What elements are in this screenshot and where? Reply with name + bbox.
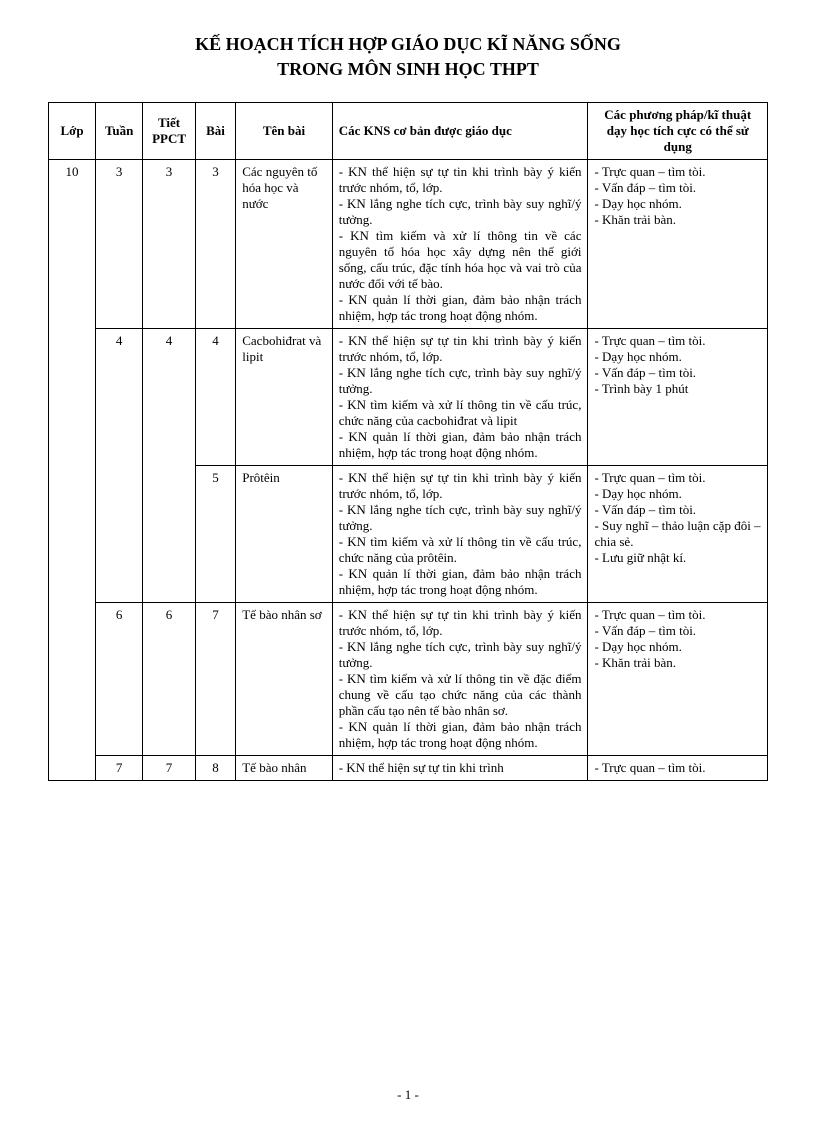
cell-ten: Tế bào nhân sơ xyxy=(236,603,332,756)
cell-tiet: 4 xyxy=(143,329,196,603)
cell-bai: 8 xyxy=(195,756,235,781)
header-ten: Tên bài xyxy=(236,103,332,160)
table-row: 6 6 7 Tế bào nhân sơ - KN thể hiện sự tự… xyxy=(49,603,768,756)
header-kns: Các KNS cơ bản được giáo dục xyxy=(332,103,588,160)
cell-bai: 3 xyxy=(195,160,235,329)
cell-pp: - Trực quan – tìm tòi.- Vấn đáp – tìm tò… xyxy=(588,603,768,756)
header-tiet: Tiết PPCT xyxy=(143,103,196,160)
header-tuan: Tuần xyxy=(96,103,143,160)
cell-bai: 4 xyxy=(195,329,235,466)
table-header-row: Lớp Tuần Tiết PPCT Bài Tên bài Các KNS c… xyxy=(49,103,768,160)
title-line-1: KẾ HOẠCH TÍCH HỢP GIÁO DỤC KĨ NĂNG SỐNG xyxy=(195,34,621,54)
cell-tiet: 7 xyxy=(143,756,196,781)
cell-tuan: 6 xyxy=(96,603,143,756)
cell-bai: 7 xyxy=(195,603,235,756)
table-row: 7 7 8 Tế bào nhân - KN thể hiện sự tự ti… xyxy=(49,756,768,781)
cell-ten: Prôtêin xyxy=(236,466,332,603)
cell-kns: - KN thể hiện sự tự tin khi trình bày ý … xyxy=(332,160,588,329)
cell-pp: - Trực quan – tìm tòi. xyxy=(588,756,768,781)
cell-kns: - KN thể hiện sự tự tin khi trình bày ý … xyxy=(332,466,588,603)
cell-ten: Tế bào nhân xyxy=(236,756,332,781)
cell-tiet: 6 xyxy=(143,603,196,756)
cell-kns: - KN thể hiện sự tự tin khi trình bày ý … xyxy=(332,603,588,756)
cell-tiet: 3 xyxy=(143,160,196,329)
cell-ten: Cacbohiđrat và lipit xyxy=(236,329,332,466)
cell-tuan: 3 xyxy=(96,160,143,329)
cell-kns: - KN thể hiện sự tự tin khi trình bày ý … xyxy=(332,329,588,466)
page-number: - 1 - xyxy=(0,1087,816,1103)
cell-tuan: 7 xyxy=(96,756,143,781)
cell-lop: 10 xyxy=(49,160,96,781)
cell-pp: - Trực quan – tìm tòi.- Vấn đáp – tìm tò… xyxy=(588,160,768,329)
cell-pp: - Trực quan – tìm tòi.- Dạy học nhóm.- V… xyxy=(588,329,768,466)
cell-pp: - Trực quan – tìm tòi.- Dạy học nhóm.- V… xyxy=(588,466,768,603)
cell-tuan: 4 xyxy=(96,329,143,603)
title-line-2: TRONG MÔN SINH HỌC THPT xyxy=(277,59,539,79)
table-row: 10 3 3 3 Các nguyên tố hóa học và nước -… xyxy=(49,160,768,329)
header-bai: Bài xyxy=(195,103,235,160)
document-title: KẾ HOẠCH TÍCH HỢP GIÁO DỤC KĨ NĂNG SỐNG … xyxy=(48,32,768,82)
lesson-plan-table: Lớp Tuần Tiết PPCT Bài Tên bài Các KNS c… xyxy=(48,102,768,781)
table-body: 10 3 3 3 Các nguyên tố hóa học và nước -… xyxy=(49,160,768,781)
cell-ten: Các nguyên tố hóa học và nước xyxy=(236,160,332,329)
cell-kns: - KN thể hiện sự tự tin khi trình xyxy=(332,756,588,781)
header-pp: Các phương pháp/kĩ thuật dạy học tích cự… xyxy=(588,103,768,160)
table-row: 4 4 4 Cacbohiđrat và lipit - KN thể hiện… xyxy=(49,329,768,466)
header-lop: Lớp xyxy=(49,103,96,160)
cell-bai: 5 xyxy=(195,466,235,603)
